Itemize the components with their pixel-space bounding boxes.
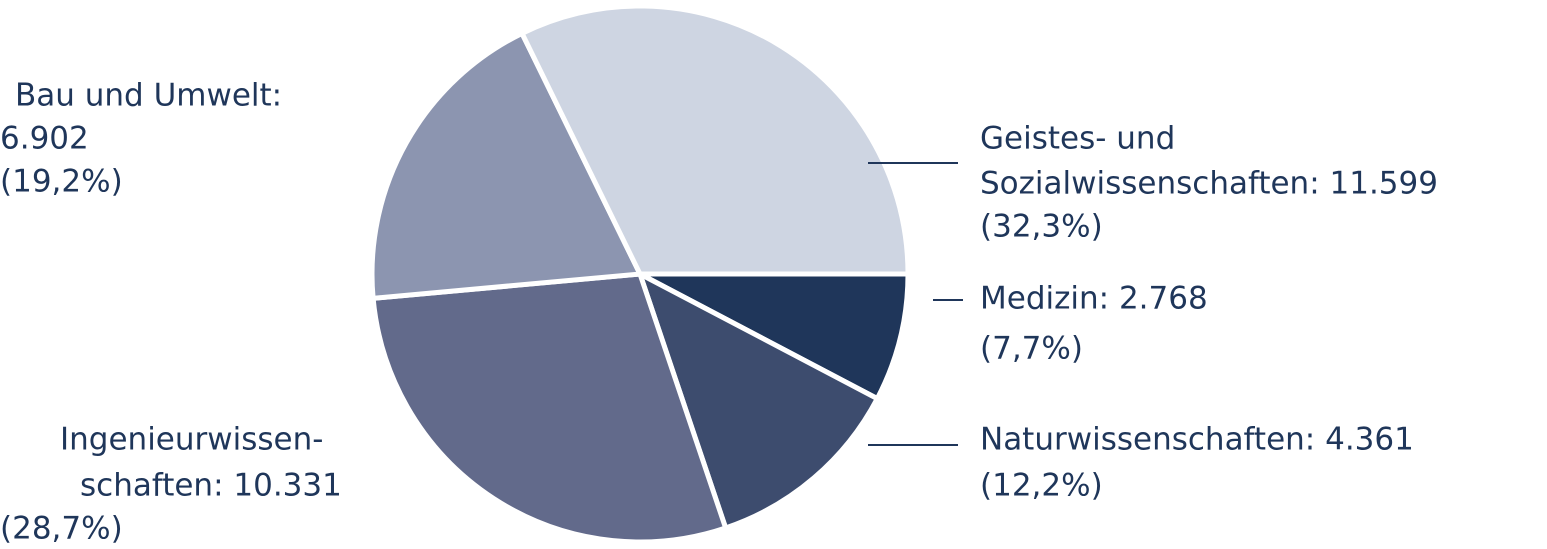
slice-label: (7,7%) (980, 331, 1083, 367)
slice-label: Geistes- und (980, 121, 1175, 157)
pie-slice (519, 3, 911, 277)
slice-label: 6.902 (0, 121, 89, 157)
slice-label: (32,3%) (980, 209, 1103, 245)
slice-label: Bau und Umwelt: (15, 78, 282, 114)
slice-label: (12,2%) (980, 468, 1103, 504)
slice-label: (19,2%) (0, 164, 123, 200)
pie-slice (637, 271, 880, 531)
pie-slice (369, 30, 643, 301)
slice-label: Naturwissenschaften: 4.361 (980, 422, 1414, 458)
slice-label: Sozialwissenschaften: 11.599 (980, 166, 1438, 202)
slice-label: (28,7%) (0, 511, 123, 547)
slice-label: Medizin: 2.768 (980, 281, 1208, 317)
pie-slice (637, 271, 911, 402)
slice-label: Ingenieurwissen- (60, 422, 323, 458)
pie-slice (370, 271, 729, 545)
slice-label: schaften: 10.331 (80, 468, 342, 504)
